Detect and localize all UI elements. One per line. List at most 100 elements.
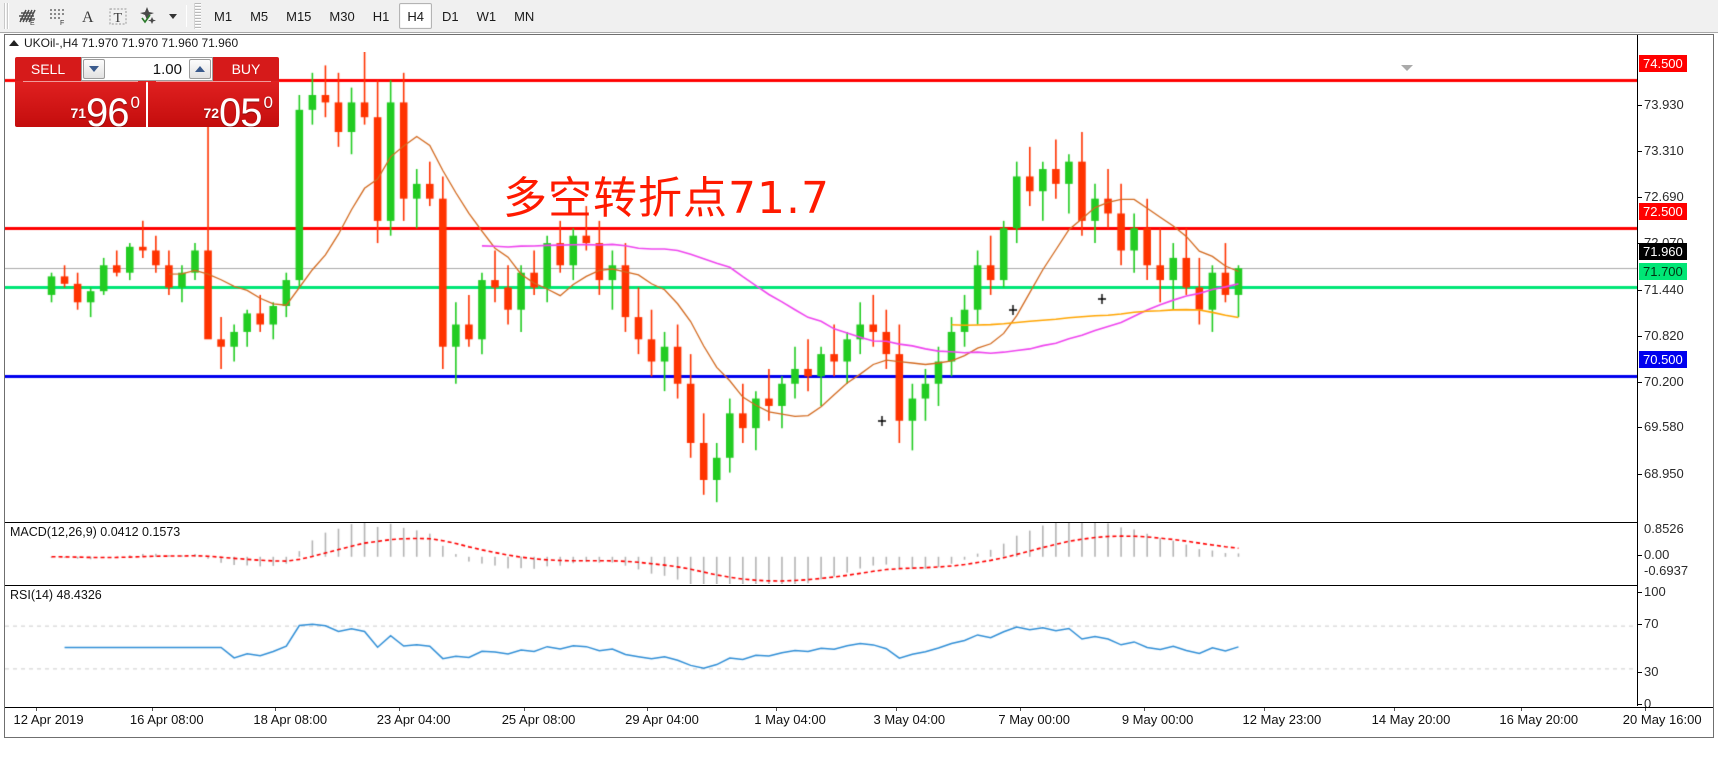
price-axis-label-73.930: 73.930 [1644, 97, 1684, 113]
rsi-axis-tick [1638, 672, 1642, 673]
price-axis-tick [1638, 197, 1642, 199]
time-axis-label-12: 16 May 20:00 [1499, 712, 1579, 727]
main-toolbar: E F A T [0, 0, 1718, 33]
timeframe-button-mn[interactable]: MN [514, 8, 535, 24]
objects-icon[interactable] [133, 2, 163, 30]
macd-axis-label-1: 0.00 [1644, 547, 1670, 562]
price-axis-tick [1638, 427, 1642, 429]
svg-text:E: E [30, 20, 35, 27]
triangle-up-icon [9, 40, 19, 46]
time-axis-tick [35, 708, 37, 711]
price-axis-tick [1638, 151, 1642, 153]
timeframe-button-h1[interactable]: H1 [372, 8, 390, 24]
time-axis-tick [895, 708, 897, 711]
sell-price-main: 96 [86, 91, 129, 127]
timeframe-toolbar-grip[interactable] [194, 3, 201, 29]
price-axis-label-68.950: 68.950 [1644, 466, 1684, 482]
caret-down-icon [89, 66, 99, 72]
rsi-canvas[interactable] [5, 586, 1637, 706]
price-axis-chip-72.500: 72.500 [1639, 203, 1687, 221]
time-axis-tick [647, 708, 649, 711]
sell-price-integer: 71 [70, 105, 87, 121]
time-axis-tick [1143, 708, 1145, 711]
chart-annotation-text: 多空转折点71.7 [503, 173, 830, 224]
volume-increase-button[interactable] [189, 59, 211, 79]
macd-axis-label-2: -0.6937 [1644, 563, 1689, 578]
price-chart-canvas[interactable] [5, 52, 1637, 521]
oct-top-row: SELL 1.00 BUY [15, 57, 279, 81]
time-axis-tick [1393, 708, 1395, 711]
macd-pane[interactable]: MACD(12,26,9) 0.0412 0.1573 [5, 522, 1637, 584]
price-axis-tick [1638, 381, 1642, 383]
time-axis[interactable]: 12 Apr 2019 16 Apr 08:00 18 Apr 08:00 23 Ap… [5, 707, 1713, 737]
price-axis-label-71.440: 71.440 [1644, 281, 1684, 297]
macd-axis-tick [1638, 555, 1642, 556]
sell-price-tile[interactable]: 71 96 0 [15, 81, 146, 127]
time-axis-label-4: 25 Apr 08:00 [501, 712, 576, 727]
volume-input[interactable]: 1.00 [152, 60, 182, 78]
volume-decrease-button[interactable] [83, 59, 105, 79]
time-axis-tick [1020, 708, 1022, 711]
rsi-axis-label-70: 70 [1644, 616, 1659, 631]
timeframe-button-m30[interactable]: M30 [329, 8, 355, 24]
price-axis-label-70.200: 70.200 [1644, 373, 1684, 389]
price-axis-tick [1638, 105, 1642, 107]
volume-stepper[interactable]: 1.00 [81, 57, 213, 81]
price-axis[interactable]: 74.50073.93073.31072.69072.50072.07071.9… [1637, 35, 1713, 711]
label-tool-icon[interactable]: T [103, 2, 133, 30]
rsi-axis-label-30: 30 [1644, 664, 1659, 679]
price-axis-tick [1638, 289, 1642, 291]
time-axis-label-7: 3 May 04:00 [873, 712, 946, 727]
sell-button[interactable]: SELL [15, 57, 81, 81]
rsi-label: RSI(14) 48.4326 [10, 588, 102, 602]
price-pane[interactable]: 多空转折点71.7 [5, 52, 1637, 521]
time-axis-label-3: 23 Apr 04:00 [376, 712, 451, 727]
rsi-axis-label-0: 0 [1644, 696, 1652, 711]
timeframe-button-w1[interactable]: W1 [476, 8, 497, 24]
price-axis-label-69.580: 69.580 [1644, 419, 1684, 435]
rsi-axis-tick [1638, 624, 1642, 625]
macd-canvas[interactable] [5, 523, 1637, 584]
timeframe-button-d1[interactable]: D1 [441, 8, 459, 24]
rsi-axis-tick [1638, 704, 1642, 705]
timeframe-button-h4[interactable]: H4 [399, 3, 432, 29]
price-axis-label-70.820: 70.820 [1644, 327, 1684, 343]
one-click-trading-panel: SELL 1.00 BUY 71 96 0 [15, 57, 279, 127]
macd-label: MACD(12,26,9) 0.0412 0.1573 [10, 525, 181, 539]
crosshair-icon[interactable]: F [43, 2, 73, 30]
buy-price-integer: 72 [203, 105, 220, 121]
toolbar-drag-grip[interactable] [2, 3, 10, 29]
time-axis-tick [1644, 708, 1646, 711]
time-axis-tick [1521, 708, 1523, 711]
price-axis-chip-70.500: 70.500 [1639, 351, 1687, 369]
time-axis-label-0: 12 Apr 2019 [13, 712, 84, 727]
timeframe-button-m5[interactable]: M5 [250, 8, 269, 24]
time-axis-label-6: 1 May 04:00 [754, 712, 826, 727]
chart-restore-icon[interactable] [1401, 65, 1413, 71]
rsi-pane[interactable]: RSI(14) 48.4326 [5, 585, 1637, 706]
caret-up-icon [195, 66, 205, 72]
indicators-icon[interactable]: E [13, 2, 43, 30]
timeframe-button-m1[interactable]: M1 [214, 8, 233, 24]
time-axis-label-5: 29 Apr 04:00 [625, 712, 699, 727]
buy-price-tile[interactable]: 72 05 0 [148, 81, 279, 127]
objects-dropdown-caret[interactable] [163, 2, 181, 30]
rsi-axis-label-100: 100 [1644, 584, 1666, 599]
buy-button[interactable]: BUY [213, 57, 279, 81]
price-axis-chip-71.960: 71.960 [1639, 243, 1687, 261]
time-axis-tick [151, 708, 153, 711]
chart-window: UKOil-,H4 71.970 71.970 71.960 71.960 多空… [4, 34, 1714, 738]
time-axis-tick [275, 708, 277, 711]
price-axis-label-72.690: 72.690 [1644, 189, 1684, 205]
time-axis-label-10: 12 May 23:00 [1242, 712, 1322, 727]
buy-price-fraction: 0 [263, 93, 273, 112]
chart-title-bar: UKOil-,H4 71.970 71.970 71.960 71.960 [5, 35, 1713, 51]
price-axis-chip-71.700: 71.700 [1639, 262, 1687, 280]
timeframe-button-m15[interactable]: M15 [286, 8, 312, 24]
time-axis-label-9: 9 May 00:00 [1121, 712, 1194, 727]
rsi-axis-tick [1638, 592, 1642, 593]
svg-text:F: F [60, 20, 64, 27]
text-tool-icon[interactable]: A [73, 2, 103, 30]
page-title: UKOil-,H4 71.970 71.970 71.960 71.960 [24, 36, 239, 50]
